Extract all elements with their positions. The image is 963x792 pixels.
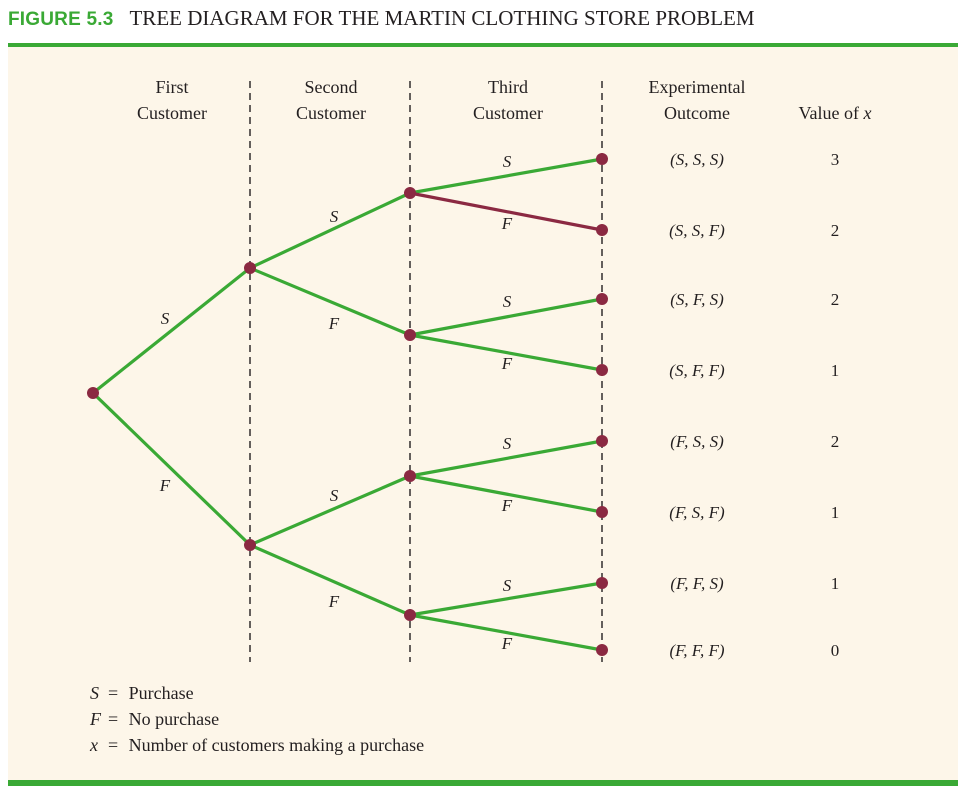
legend-meaning: Purchase (128, 683, 194, 703)
header-value-of-x: Value of x (799, 103, 872, 123)
branch-first-customer (91, 266, 252, 395)
header-third-customer-line1: Third (488, 77, 528, 97)
experimental-outcome: (F, F, S) (670, 574, 724, 593)
outcome-column: (S, S, S) (S, S, F) (S, F, S) (S, F, F) (F, … (669, 150, 725, 660)
branch-label-second-s: S (330, 207, 339, 226)
legend-row: S = Purchase (90, 680, 424, 706)
experimental-outcome: (F, S, F) (669, 503, 725, 522)
first-customer-node (244, 539, 256, 551)
outcome-node (596, 153, 608, 165)
value-of-x: 1 (831, 503, 840, 522)
experimental-outcome: (S, S, S) (670, 150, 724, 169)
value-of-x: 0 (831, 641, 840, 660)
nodes (87, 153, 608, 656)
branch-second-customer (248, 266, 412, 337)
branch-label-third-f: F (501, 354, 513, 373)
outcome-node (596, 644, 608, 656)
outcome-node (596, 577, 608, 589)
branch-third-customer (408, 439, 604, 478)
header-first-customer-line2: Customer (137, 103, 207, 123)
value-of-x: 2 (831, 290, 840, 309)
branch-second-customer (248, 543, 412, 617)
branch-third-customer (408, 297, 604, 337)
legend-row: F = No purchase (90, 706, 424, 732)
legend: S = Purchase F = No purchase x = Number of … (90, 680, 424, 758)
figure-number: FIGURE 5.3 (8, 9, 114, 30)
figure-header: FIGURE 5.3 TREE DIAGRAM FOR THE MARTIN C… (8, 6, 958, 36)
branch-labels: S F S F S F S F S F S F S F (159, 152, 513, 653)
root-node (87, 387, 99, 399)
header-value-of-x-var: x (862, 103, 871, 123)
branch-label-first-f: F (159, 476, 171, 495)
value-of-x: 2 (831, 432, 840, 451)
branch-third-customer (408, 333, 604, 372)
legend-symbol: F (90, 709, 101, 729)
bottom-rule (8, 780, 958, 786)
branch-label-third-f: F (501, 496, 513, 515)
experimental-outcome: (F, F, F) (669, 641, 724, 660)
branch-third-customer (408, 157, 604, 195)
branch-third-customer (408, 581, 604, 617)
experimental-outcome: (F, S, S) (670, 432, 724, 451)
header-value-of-x-prefix: Value of (799, 103, 864, 123)
branch-label-third-f: F (501, 634, 513, 653)
branch-second-customer (248, 191, 412, 270)
legend-symbol: S (90, 683, 99, 703)
header-first-customer-line1: First (155, 77, 188, 97)
top-rule (8, 43, 958, 47)
branches (91, 157, 604, 652)
header-outcome-line2: Outcome (664, 103, 730, 123)
value-of-x: 1 (831, 361, 840, 380)
first-customer-node (244, 262, 256, 274)
branch-label-third-f: F (501, 214, 513, 233)
second-customer-node (404, 609, 416, 621)
second-customer-node (404, 187, 416, 199)
outcome-node (596, 224, 608, 236)
header-outcome-line1: Experimental (649, 77, 746, 97)
experimental-outcome: (S, F, S) (670, 290, 724, 309)
experimental-outcome: (S, S, F) (669, 221, 725, 240)
value-of-x: 1 (831, 574, 840, 593)
branch-label-second-s: S (330, 486, 339, 505)
branch-third-customer (408, 613, 604, 652)
legend-row: x = Number of customers making a purchase (90, 732, 424, 758)
branch-third-customer (408, 474, 604, 514)
legend-meaning: No purchase (128, 709, 220, 729)
experimental-outcome: (S, F, F) (669, 361, 725, 380)
header-second-customer-line2: Customer (296, 103, 366, 123)
diagram-panel (8, 47, 958, 780)
branch-label-third-s: S (503, 292, 512, 311)
figure-title: TREE DIAGRAM FOR THE MARTIN CLOTHING STO… (129, 6, 755, 30)
branch-label-third-s: S (503, 434, 512, 453)
legend-equals: = (108, 735, 119, 755)
outcome-node (596, 435, 608, 447)
branch-label-third-s: S (503, 152, 512, 171)
branch-label-second-f: F (328, 592, 340, 611)
value-of-x: 2 (831, 221, 840, 240)
second-customer-node (404, 470, 416, 482)
branch-third-customer (408, 191, 604, 232)
header-third-customer-line2: Customer (473, 103, 543, 123)
legend-meaning: Number of customers making a purchase (128, 735, 425, 755)
outcome-node (596, 364, 608, 376)
column-headers: First Customer Second Customer Third Cus… (137, 77, 871, 123)
legend-symbol: x (90, 735, 98, 755)
branch-first-customer (91, 391, 252, 547)
legend-equals: = (108, 683, 119, 703)
outcome-node (596, 506, 608, 518)
outcome-node (596, 293, 608, 305)
branch-second-customer (248, 474, 412, 547)
header-second-customer-line1: Second (305, 77, 358, 97)
second-customer-node (404, 329, 416, 341)
branch-label-third-s: S (503, 576, 512, 595)
tree-diagram: First Customer Second Customer Third Cus… (87, 77, 871, 662)
branch-label-first-s: S (161, 309, 170, 328)
legend-equals: = (108, 709, 119, 729)
value-of-x-column: 3 2 2 1 2 1 1 0 (831, 150, 840, 660)
branch-label-second-f: F (328, 314, 340, 333)
value-of-x: 3 (831, 150, 840, 169)
